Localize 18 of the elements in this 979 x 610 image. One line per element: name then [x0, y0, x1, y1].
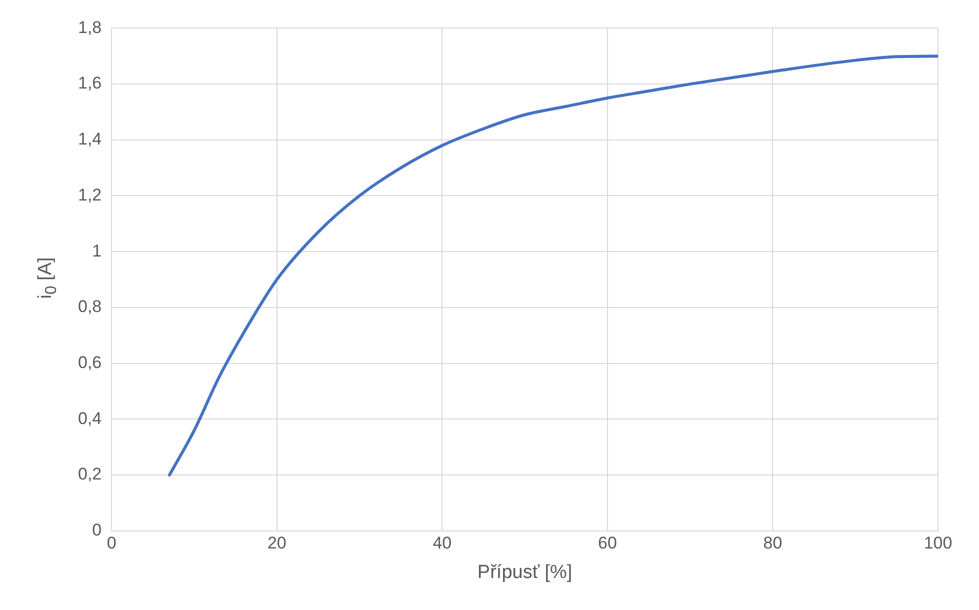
line-series [168, 54, 938, 476]
y-tick-label: 1,2 [78, 185, 102, 204]
x-tick-label: 40 [432, 534, 452, 553]
y-tick-label: 0,4 [78, 408, 102, 428]
y-tick-label: 0,8 [78, 297, 102, 316]
x-tick-label: 80 [763, 534, 782, 553]
x-tick-label: 0 [106, 534, 116, 553]
y-tick-label: 1,8 [78, 18, 102, 37]
y-tick-label: 1,4 [78, 130, 102, 149]
y-tick-label: 0,2 [78, 464, 102, 484]
x-tick-label: 20 [267, 534, 286, 553]
y-tick-label: 0 [92, 520, 102, 540]
y-tick-label: 1 [92, 241, 102, 260]
y-tick-label: 0,6 [78, 352, 102, 372]
y-tick-label: 1,6 [78, 74, 102, 93]
x-axis-title: Přípusť [%] [477, 562, 572, 583]
x-tick-label: 100 [924, 534, 952, 553]
x-tick-label: 60 [598, 534, 617, 553]
